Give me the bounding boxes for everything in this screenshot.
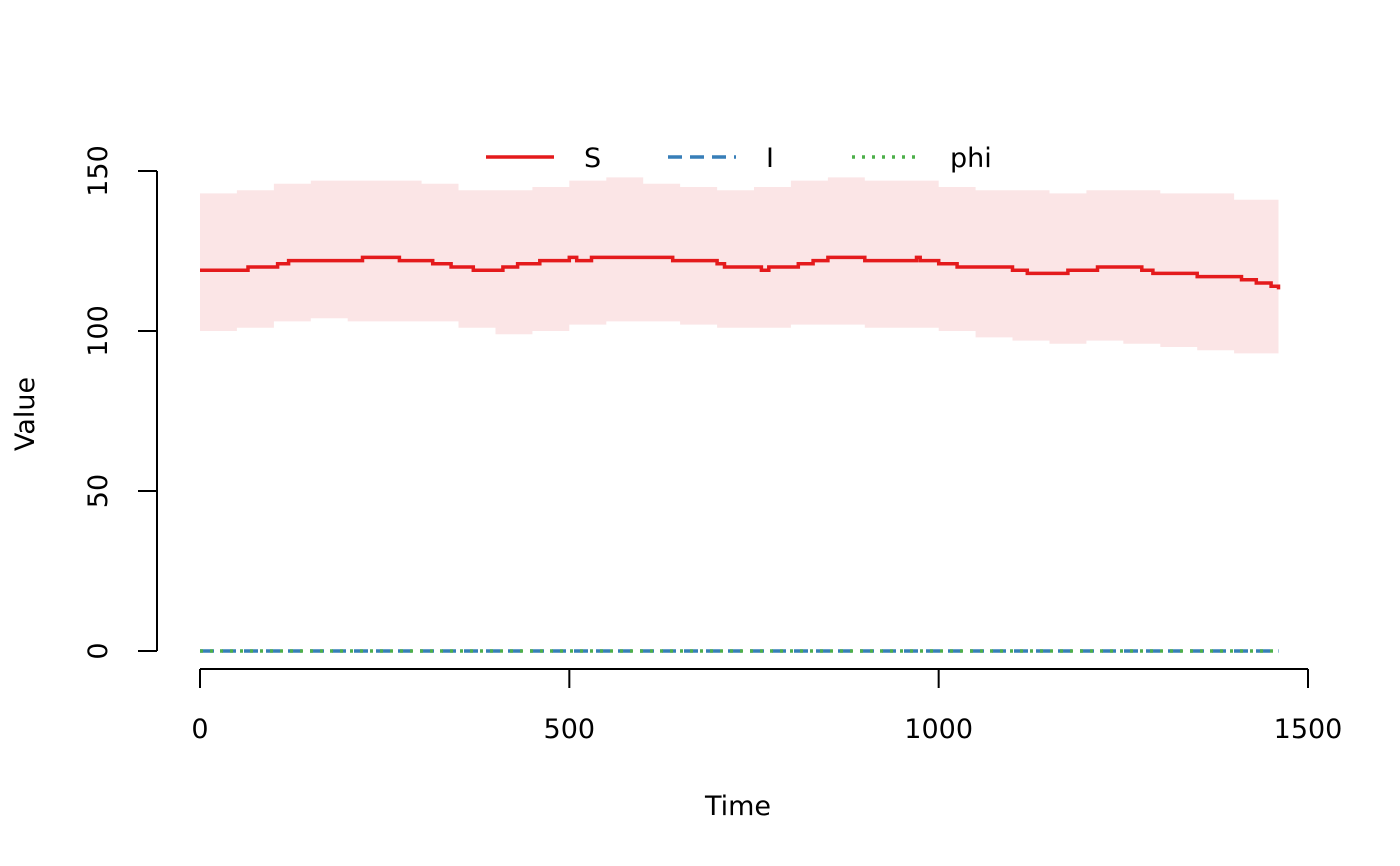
y-tick-label: 100 — [83, 305, 114, 357]
x-tick-label: 1500 — [1274, 714, 1343, 745]
series-s-line — [200, 255, 1281, 290]
series-layer — [200, 255, 1281, 653]
y-axis-ticks: 0 50 100 150 — [83, 145, 157, 660]
y-axis-label: Value — [10, 377, 41, 451]
x-axis-ticks: 0 500 1000 1500 — [191, 669, 1342, 745]
y-tick-label: 0 — [83, 642, 114, 659]
x-tick-label: 1000 — [904, 714, 973, 745]
axes-layer: 0 500 1000 1500 0 50 100 150 Time Value — [10, 145, 1342, 822]
x-tick-label: 0 — [191, 714, 208, 745]
legend-phi-label: phi — [950, 143, 992, 174]
x-axis-label: Time — [704, 791, 771, 822]
legend-i-label: I — [766, 143, 774, 174]
y-tick-label: 150 — [83, 145, 114, 197]
y-tick-label: 50 — [83, 474, 114, 508]
legend-s-label: S — [584, 143, 601, 174]
x-tick-label: 500 — [544, 714, 596, 745]
